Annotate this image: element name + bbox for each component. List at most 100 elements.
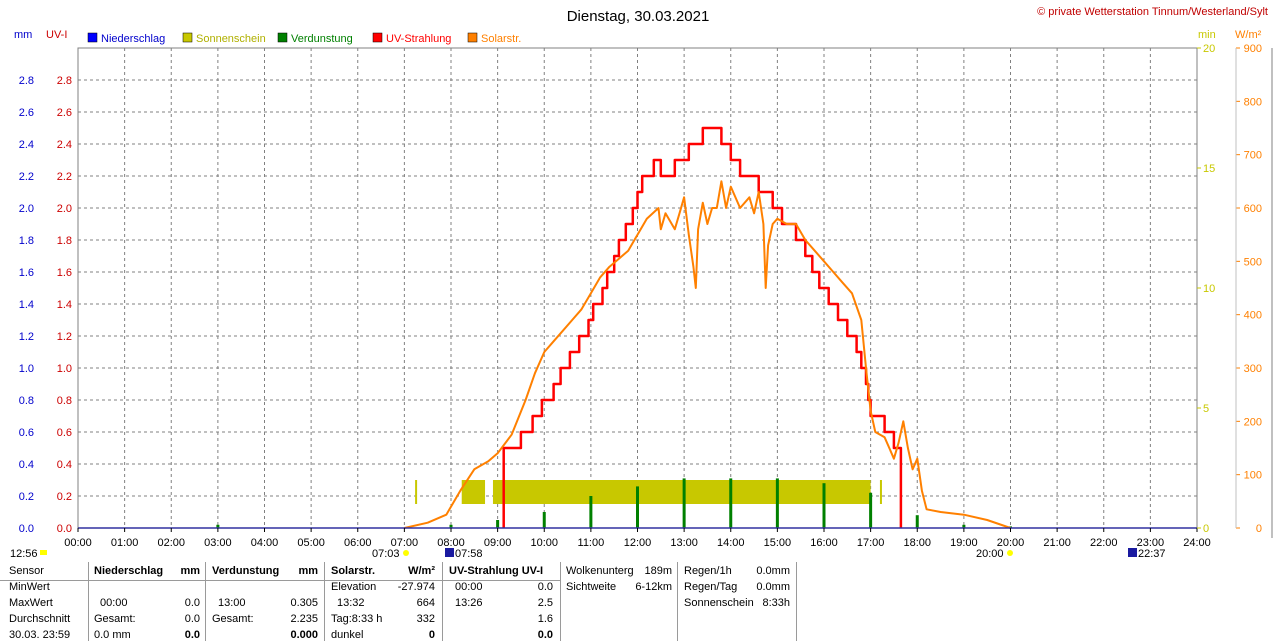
verdunstung-column: Verdunstung mm 13:00 0.305 Gesamt: 2.235 0.… [212,563,318,643]
x-tick-label: 08:00 [437,537,465,549]
y-uvi-tick-label: 1.2 [57,331,72,343]
y-min-tick-label: 0 [1203,523,1209,535]
row-labels: Sensor MinWert MaxWert Durchschnitt 30.0… [9,563,87,643]
row-label-min: MinWert [9,581,50,593]
sunshine-label: Sonnenschein [684,597,754,609]
niederschlag-header: Niederschlag [94,565,164,577]
y-min-tick-label: 5 [1203,403,1209,415]
legend-swatch [467,32,478,43]
x-tick-label: 18:00 [903,537,931,549]
x-tick-label: 15:00 [764,537,792,549]
y-min-tick-label: 15 [1203,163,1215,175]
moon-icon [1128,548,1137,557]
uv-max-time: 13:26 [455,597,483,609]
y-uvi-tick-label: 0.6 [57,427,72,439]
solar-day-label: Tag:8:33 h [331,613,383,625]
sunshine-value: 8:33h [762,597,790,609]
y-mm-tick-label: 0.0 [19,523,34,535]
y-mm-tick-label: 2.8 [19,75,34,87]
y-wm2-tick-label: 100 [1244,470,1262,482]
verdunstung-total-value: 2.235 [290,613,318,625]
solar-column: Solarstr. W/m² Elevation -27.974 13:32 664 … [331,563,435,643]
solar-header: Solarstr. [331,565,376,577]
y-wm2-tick-label: 900 [1244,43,1262,55]
y-mm-tick-label: 2.0 [19,203,34,215]
y-mm-tick-label: 2.4 [19,139,34,151]
sunshine-bar [492,480,871,504]
unit-wm2-label: W/m² [1235,29,1262,41]
y-uvi-tick-label: 0.0 [57,523,72,535]
rain-column: Regen/1h 0.0mm Regen/Tag 0.0mm Sonnenschei… [684,563,790,611]
legend-label: UV-Strahlung [386,33,451,45]
x-tick-label: 06:00 [344,537,372,549]
table-vline [205,562,206,641]
x-tick-label: 07:00 [391,537,419,549]
unit-min-label: min [1198,29,1216,41]
niederschlag-last-bold: 0.0 [184,629,200,641]
evaporation-spike [962,524,966,528]
x-tick-label: 13:00 [670,537,698,549]
verdunstung-header: Verdunstung [212,565,280,577]
legend-label: Solarstr. [481,33,521,45]
x-tick-label: 04:00 [251,537,279,549]
table-divider [0,580,560,581]
y-wm2-tick-label: 0 [1256,523,1262,535]
y-uvi-tick-label: 0.4 [57,459,72,471]
solar-day-value: 332 [416,613,435,625]
uv-min-time: 00:00 [455,581,483,593]
y-uvi-tick-label: 1.0 [57,363,72,375]
y-wm2-tick-label: 800 [1244,96,1262,108]
evaporation-spike [682,478,686,528]
x-tick-label: 02:00 [157,537,185,549]
uv-last-value: 0.0 [537,629,553,641]
solar-max-value: 664 [416,597,435,609]
evaporation-spike [869,492,873,528]
x-tick-label: 21:00 [1043,537,1071,549]
x-tick-label: 20:00 [997,537,1025,549]
sunrise-icon [403,550,409,556]
x-tick-label: 09:00 [484,537,512,549]
niederschlag-last: 0.0 mm [94,629,131,641]
chart-grid [77,47,1198,529]
sunshine-bar [461,480,486,504]
niederschlag-max-time: 00:00 [100,597,128,609]
solar-elevation-value: -27.974 [397,581,435,593]
visibility-label: Sichtweite [566,581,617,593]
y-uvi-tick-label: 1.4 [57,299,72,311]
y-uvi-tick-label: 0.8 [57,395,72,407]
y-mm-tick-label: 0.4 [19,459,34,471]
x-tick-label: 00:00 [64,537,92,549]
legend-swatch [372,32,383,43]
y-wm2-tick-label: 300 [1244,363,1262,375]
x-tick-label: 10:00 [530,537,558,549]
niederschlag-total-label: Gesamt: [94,613,136,625]
unit-uvi-label: UV-I [46,29,67,41]
y-mm-tick-label: 2.2 [19,171,34,183]
row-label-sensor: Sensor [9,565,44,577]
solar-dark-label: dunkel [331,629,364,641]
evaporation-spike [216,524,220,528]
chart-axes: 00:00 01:00 02:00 03:00 04:00 05:00 06:00 07:00… [19,43,1273,549]
y-uvi-tick-label: 0.2 [57,491,72,503]
uv-line [502,126,903,528]
legend-swatch [277,32,288,43]
y-uvi-tick-label: 1.6 [57,267,72,279]
y-wm2-tick-label: 200 [1244,416,1262,428]
copyright-text: © private Wetterstation Tinnum/Westerlan… [1037,6,1268,18]
y-wm2-tick-label: 400 [1244,310,1262,322]
moon-label: 22:37 [1138,548,1166,560]
evaporation-spike [775,478,779,528]
solar-elevation-label: Elevation [331,581,377,593]
evaporation-spike [449,524,453,528]
verdunstung-total-label: Gesamt: [212,613,254,625]
sunset-icon [1007,550,1013,556]
evaporation-spike [915,515,919,528]
evaporation-spike [729,478,733,528]
solar-dark-value: 0 [428,629,435,641]
table-vline [442,562,443,641]
y-mm-tick-label: 0.2 [19,491,34,503]
evaporation-spike [589,496,593,528]
y-mm-tick-label: 1.0 [19,363,34,375]
legend-swatch [182,32,193,43]
uv-avg-value: 1.6 [537,613,553,625]
